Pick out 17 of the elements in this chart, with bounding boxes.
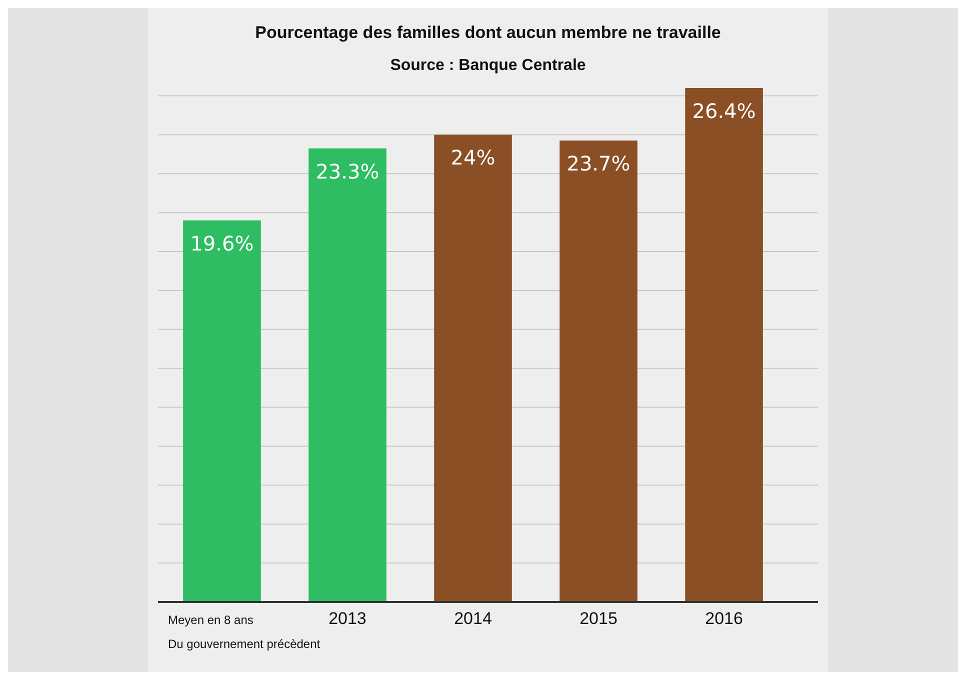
data-label: 23.3% — [316, 159, 380, 184]
chart-title: Pourcentage des familles dont aucun membre ne travaille — [255, 23, 721, 42]
bar — [434, 134, 512, 602]
bar — [308, 148, 386, 602]
x-tick-label: 2016 — [705, 609, 743, 628]
bar — [183, 220, 261, 602]
chart-subtitle: Source : Banque Centrale — [390, 57, 586, 74]
data-label: 26.4% — [692, 99, 756, 123]
x-tick-label: Meyen en 8 ans Du gouvernement précèdent — [168, 613, 321, 651]
bar — [685, 88, 763, 602]
data-label: 19.6% — [190, 231, 254, 256]
x-tick-label: 2013 — [328, 609, 366, 628]
bar — [560, 140, 638, 602]
x-tick-label: 2015 — [580, 609, 618, 628]
x-tick-label: 2014 — [454, 609, 492, 628]
data-label: 23.7% — [566, 152, 630, 176]
data-label: 24% — [450, 146, 496, 170]
